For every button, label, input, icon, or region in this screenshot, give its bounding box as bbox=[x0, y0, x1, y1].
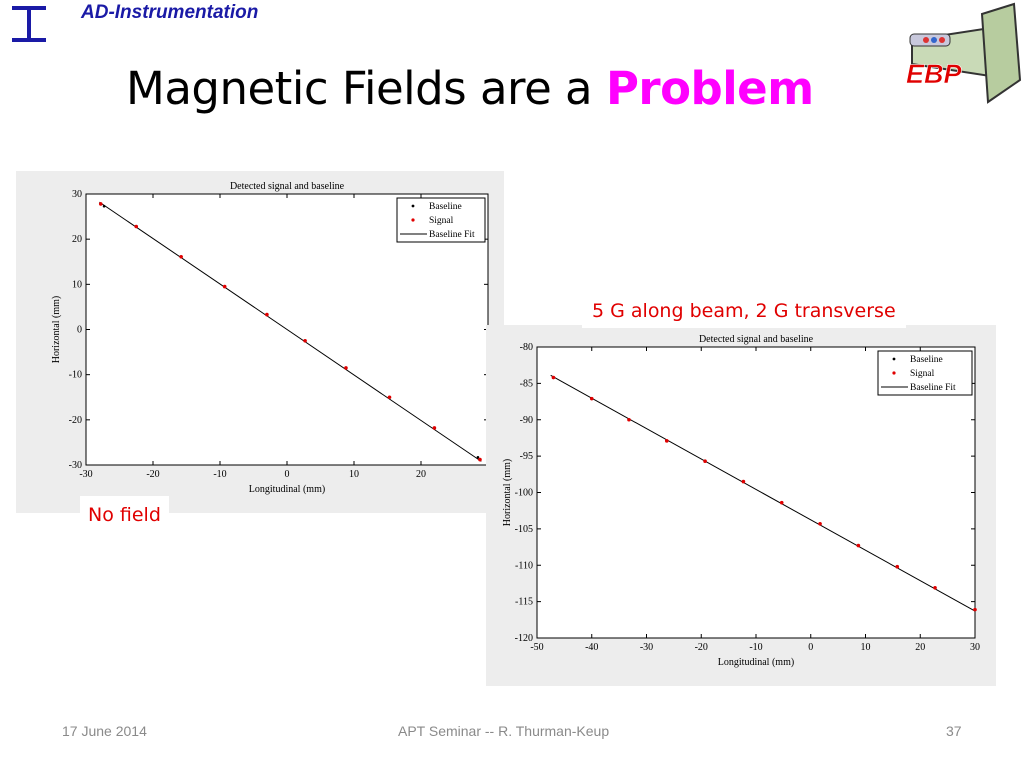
y-tick-label: -95 bbox=[520, 451, 533, 462]
legend-label: Baseline Fit bbox=[429, 230, 475, 240]
chart-no-field: Detected signal and baseline -30 -20 -10 0 10… bbox=[51, 181, 489, 495]
title-text: Magnetic Fields are a bbox=[126, 62, 593, 115]
x-tick-label: -20 bbox=[146, 469, 159, 480]
legend-signal-marker bbox=[892, 371, 896, 375]
legend-label: Signal bbox=[910, 369, 935, 379]
slide-title: Magnetic Fields are a Problem bbox=[126, 62, 814, 115]
signal-point bbox=[589, 396, 594, 401]
signal-point bbox=[779, 500, 784, 505]
x-tick-label: 30 bbox=[970, 642, 980, 653]
y-tick-label: -30 bbox=[69, 460, 82, 471]
y-tick-label: -105 bbox=[515, 524, 533, 535]
legend-signal-marker bbox=[411, 218, 415, 222]
x-axis-label: Longitudinal (mm) bbox=[718, 657, 794, 668]
y-tick-label: 20 bbox=[72, 234, 82, 245]
y-tick-label: -10 bbox=[69, 370, 82, 381]
ebp-logo-icon: EBP bbox=[906, 2, 1022, 104]
legend-label: Baseline Fit bbox=[910, 383, 956, 393]
x-tick-label: 10 bbox=[349, 469, 359, 480]
y-tick-label: 10 bbox=[72, 279, 82, 290]
i-beam-logo-icon bbox=[12, 6, 46, 42]
footer-presenter: APT Seminar -- R. Thurman-Keup bbox=[398, 723, 610, 739]
signal-point bbox=[895, 564, 900, 569]
y-axis-label: Horizontal (mm) bbox=[51, 296, 62, 363]
chart-title: Detected signal and baseline bbox=[230, 181, 345, 192]
signal-point bbox=[856, 543, 861, 548]
baseline-point bbox=[102, 204, 106, 208]
baseline-point bbox=[476, 456, 480, 459]
chart-title: Detected signal and baseline bbox=[699, 334, 814, 345]
signal-point bbox=[387, 395, 392, 400]
signal-point bbox=[703, 459, 707, 464]
legend-label: Baseline bbox=[429, 202, 462, 212]
signal-point bbox=[973, 607, 977, 612]
baseline-fit-line bbox=[99, 201, 482, 462]
x-axis-label: Longitudinal (mm) bbox=[249, 484, 325, 495]
plot-with-field: Detected signal and baseline -50 -40 -30 -20… bbox=[486, 325, 996, 686]
signal-point bbox=[741, 479, 746, 484]
x-tick-label: -40 bbox=[585, 642, 598, 653]
y-tick-label: -85 bbox=[520, 378, 533, 389]
y-tick-label: -90 bbox=[520, 415, 533, 426]
signal-point bbox=[222, 284, 227, 289]
signal-point bbox=[344, 366, 348, 370]
x-tick-label: -10 bbox=[213, 469, 226, 480]
baseline-fit-line bbox=[550, 374, 976, 612]
signal-point bbox=[303, 338, 307, 343]
y-tick-label: -80 bbox=[520, 342, 533, 353]
signal-point bbox=[478, 457, 482, 462]
ebp-logo-text: EBP bbox=[906, 59, 963, 89]
y-tick-label: -100 bbox=[515, 488, 533, 499]
callout-no-field: No field bbox=[80, 496, 169, 532]
footer-page-number: 37 bbox=[946, 723, 962, 739]
signal-point bbox=[265, 312, 269, 317]
plot-no-field: Detected signal and baseline -30 -20 -10 0 10… bbox=[16, 171, 504, 513]
x-tick-label: -20 bbox=[695, 642, 708, 653]
y-tick-label: -110 bbox=[515, 560, 533, 571]
y-tick-label: -20 bbox=[69, 415, 82, 426]
signal-point bbox=[179, 254, 183, 259]
legend-baseline-marker bbox=[411, 204, 415, 208]
x-tick-label: -30 bbox=[79, 469, 92, 480]
y-tick-label: -115 bbox=[515, 597, 533, 608]
x-tick-label: 10 bbox=[861, 642, 871, 653]
x-tick-label: -30 bbox=[640, 642, 653, 653]
title-highlight: Problem bbox=[605, 62, 814, 115]
legend-label: Baseline bbox=[910, 355, 943, 365]
footer-date: 17 June 2014 bbox=[62, 723, 147, 739]
x-tick-label: 0 bbox=[285, 469, 290, 480]
signal-point bbox=[551, 375, 556, 380]
signal-point bbox=[98, 202, 103, 206]
signal-point bbox=[664, 439, 669, 443]
y-tick-label: -120 bbox=[515, 633, 533, 644]
signal-point bbox=[134, 224, 139, 229]
callout-with-field: 5 G along beam, 2 G transverse bbox=[582, 298, 906, 328]
chart-with-field: Detected signal and baseline -50 -40 -30 -20… bbox=[502, 334, 980, 668]
x-tick-label: 0 bbox=[808, 642, 813, 653]
signal-point bbox=[933, 586, 937, 590]
department-label: AD-Instrumentation bbox=[81, 2, 259, 23]
y-tick-label: 30 bbox=[72, 189, 82, 200]
signal-point bbox=[432, 426, 437, 430]
legend-baseline-marker bbox=[892, 357, 896, 361]
signal-point bbox=[818, 521, 822, 526]
legend-label: Signal bbox=[429, 216, 454, 226]
y-axis-label: Horizontal (mm) bbox=[502, 459, 513, 526]
x-tick-label: -50 bbox=[530, 642, 543, 653]
x-tick-label: -10 bbox=[749, 642, 762, 653]
y-tick-label: 0 bbox=[77, 325, 82, 336]
x-tick-label: 20 bbox=[416, 469, 426, 480]
x-tick-label: 20 bbox=[915, 642, 925, 653]
signal-point bbox=[627, 417, 631, 422]
